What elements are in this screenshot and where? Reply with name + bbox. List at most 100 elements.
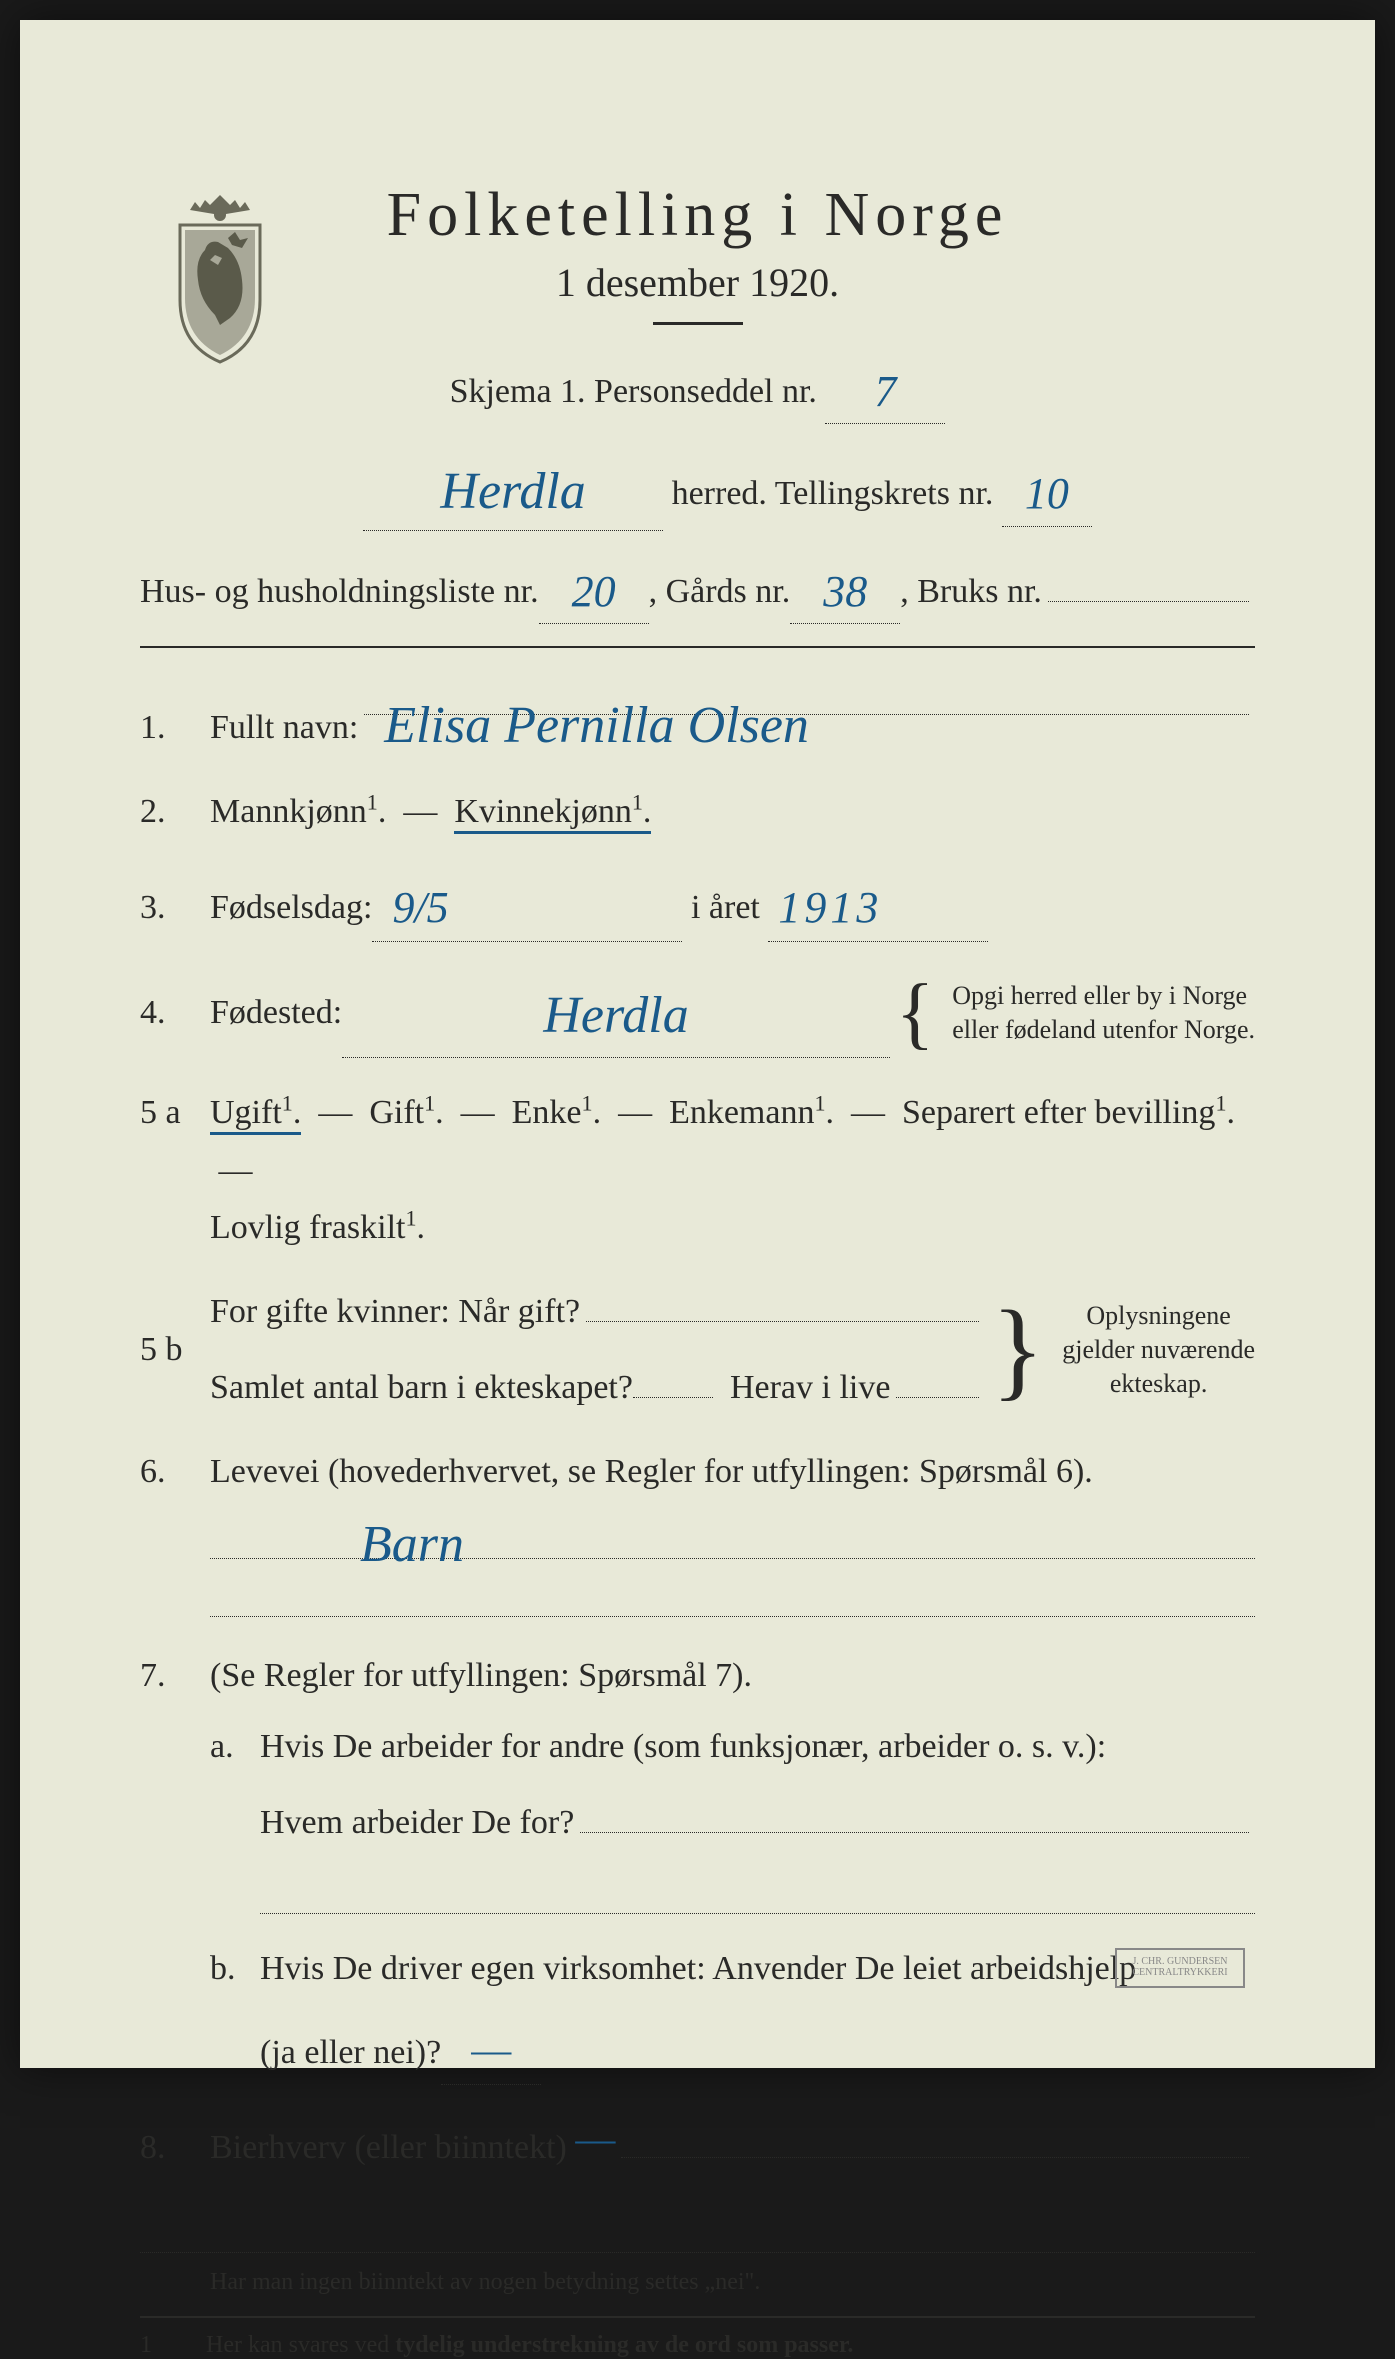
q4-label: Fødested: <box>210 984 342 1042</box>
herred-field: Herdla <box>363 446 663 530</box>
q7a-l1: Hvis De arbeider for andre (som funksjon… <box>260 1718 1255 1776</box>
q4-num: 4. <box>140 984 210 1042</box>
bruks-label: , Bruks nr. <box>900 565 1042 619</box>
q2-num: 2. <box>140 783 210 841</box>
q4-note: Opgi herred eller by i Norge eller fødel… <box>952 979 1255 1047</box>
question-7: 7. (Se Regler for utfyllingen: Spørsmål … <box>140 1647 1255 1705</box>
question-6: 6. Levevei (hovederhvervet, se Regler fo… <box>140 1443 1255 1501</box>
section-rule-1 <box>140 646 1255 648</box>
q5b-brace-icon: } <box>991 1322 1044 1377</box>
husliste-label: Hus- og husholdningsliste nr. <box>140 565 539 619</box>
herred-label: herred. Tellingskrets nr. <box>672 475 994 512</box>
q7b-field: — <box>441 2016 541 2085</box>
question-7a: a. Hvis De arbeider for andre (som funks… <box>140 1718 1255 1852</box>
q3-day-value: 9/5 <box>392 883 448 932</box>
q7b-l2: (ja eller nei)? <box>260 2024 441 2082</box>
gards-field: 38 <box>790 553 900 624</box>
q5b-num: 5 b <box>140 1321 210 1379</box>
coat-of-arms-icon <box>160 190 280 365</box>
q5b-l2a-label: Samlet antal barn i ekteskapet? <box>210 1359 633 1417</box>
footer-note-1: Har man ingen biinntekt av nogen betydni… <box>210 2269 1255 2296</box>
question-7b: b. Hvis De driver egen virksomhet: Anven… <box>140 1940 1255 2085</box>
footer-note-2: 1 Her kan svares ved tydelig understrekn… <box>140 2332 1255 2359</box>
q7a-label: a. <box>210 1718 260 1776</box>
q7a-field-2 <box>260 1866 1255 1914</box>
personseddel-nr-value: 7 <box>874 367 896 416</box>
question-5a: 5 a Ugift1. — Gift1. — Enke1. — Enkemann… <box>140 1084 1255 1257</box>
q8-field-2 <box>140 2205 1255 2253</box>
q5b-gift-field <box>586 1285 979 1322</box>
q8-field-1 <box>621 2120 1249 2157</box>
question-3: 3. Fødselsdag: 9/5 i året 1913 <box>140 867 1255 943</box>
document-date: 1 desember 1920. <box>140 259 1255 306</box>
tellingskrets-value: 10 <box>1025 469 1069 518</box>
bruks-field <box>1048 564 1249 601</box>
q3-year-label: i året <box>691 879 760 937</box>
q7-num: 7. <box>140 1647 210 1705</box>
question-5b: 5 b For gifte kvinner: Når gift? Samlet … <box>140 1283 1255 1417</box>
q7-label: (Se Regler for utfyllingen: Spørsmål 7). <box>210 1657 752 1694</box>
q5b-l2b-label: Herav i live <box>730 1359 891 1417</box>
q8-value: — <box>575 2116 615 2161</box>
q1-field: Elisa Pernilla Olsen <box>364 678 1249 715</box>
question-4: 4. Fødested: Herdla { Opgi herred eller … <box>140 968 1255 1057</box>
paper-content: Folketelling i Norge 1 desember 1920. Sk… <box>90 110 1305 2018</box>
q6-value: Barn <box>360 1515 464 1574</box>
q1-num: 1. <box>140 699 210 757</box>
q7a-field-1 <box>580 1796 1249 1833</box>
q1-value: Elisa Pernilla Olsen <box>384 697 809 754</box>
header-divider <box>653 322 743 325</box>
question-2: 2. Mannkjønn1. — Kvinnekjønn1. <box>140 783 1255 841</box>
skjema-line: Skjema 1. Personseddel nr. 7 <box>140 353 1255 424</box>
q6-label: Levevei (hovederhvervet, se Regler for u… <box>210 1453 1093 1490</box>
q2-opt-mann: Mannkjønn1. <box>210 793 386 830</box>
q6-num: 6. <box>140 1443 210 1501</box>
q3-label: Fødselsdag: <box>210 879 372 937</box>
gards-label: , Gårds nr. <box>649 565 791 619</box>
footer-rule <box>140 2316 1255 2318</box>
q5a-opt-ugift-selected: Ugift1. <box>210 1094 301 1135</box>
q5a-num: 5 a <box>140 1084 210 1142</box>
q2-opt-kvinne-selected: Kvinnekjønn1. <box>454 793 651 834</box>
q8-num: 8. <box>140 2119 210 2177</box>
personseddel-nr-field: 7 <box>825 353 945 424</box>
gards-value: 38 <box>823 567 867 616</box>
q4-value: Herdla <box>543 987 688 1044</box>
q7b-label: b. <box>210 1940 260 1998</box>
skjema-label: Skjema 1. Personseddel nr. <box>450 373 817 410</box>
q5a-opt-fraskilt: Lovlig fraskilt1. <box>210 1209 425 1246</box>
census-document: Folketelling i Norge 1 desember 1920. Sk… <box>20 20 1375 2068</box>
q1-label: Fullt navn: <box>210 699 358 757</box>
q5a-opt-enke: Enke1. <box>512 1094 601 1131</box>
q7b-l1: Hvis De driver egen virksomhet: Anvender… <box>260 1940 1255 1998</box>
q5b-l1-label: For gifte kvinner: Når gift? <box>210 1283 580 1341</box>
printer-stamp: J. CHR. GUNDERSEN CENTRALTRYKKERI <box>1115 1948 1245 1988</box>
q7a-l2: Hvem arbeider De for? <box>260 1794 574 1852</box>
question-8: 8. Bierhverv (eller biinntekt) — <box>140 2111 1255 2179</box>
herred-value: Herdla <box>440 463 585 520</box>
q5b-note: Oplysningene gjelder nuværende ekteskap. <box>1062 1299 1255 1400</box>
q5b-live-field <box>896 1361 979 1398</box>
husliste-value: 20 <box>572 567 616 616</box>
q5a-opt-gift: Gift1. <box>369 1094 443 1131</box>
document-title: Folketelling i Norge <box>140 180 1255 251</box>
herred-line: Herdla herred. Tellingskrets nr. 10 <box>140 446 1255 530</box>
document-header: Folketelling i Norge 1 desember 1920. Sk… <box>140 180 1255 531</box>
q6-field-1: Barn <box>210 1511 1255 1559</box>
q3-year-value: 1913 <box>778 883 882 932</box>
q3-year-field: 1913 <box>768 867 988 943</box>
husliste-field: 20 <box>539 553 649 624</box>
q5a-opt-separert: Separert efter bevilling1. <box>902 1094 1235 1131</box>
q4-brace-icon: { <box>896 993 934 1033</box>
q6-field-2 <box>210 1569 1255 1617</box>
q8-label: Bierhverv (eller biinntekt) <box>210 2119 567 2177</box>
tellingskrets-field: 10 <box>1002 455 1092 526</box>
q5b-barn-field <box>633 1397 713 1398</box>
q7b-value: — <box>471 2027 511 2072</box>
husliste-line: Hus- og husholdningsliste nr. 20 , Gårds… <box>140 553 1255 624</box>
q4-field: Herdla <box>342 968 890 1057</box>
q6-answer-area: Barn <box>140 1511 1255 1617</box>
q3-num: 3. <box>140 879 210 937</box>
q5a-opt-enkemann: Enkemann1. <box>669 1094 834 1131</box>
q3-day-field: 9/5 <box>372 867 682 943</box>
